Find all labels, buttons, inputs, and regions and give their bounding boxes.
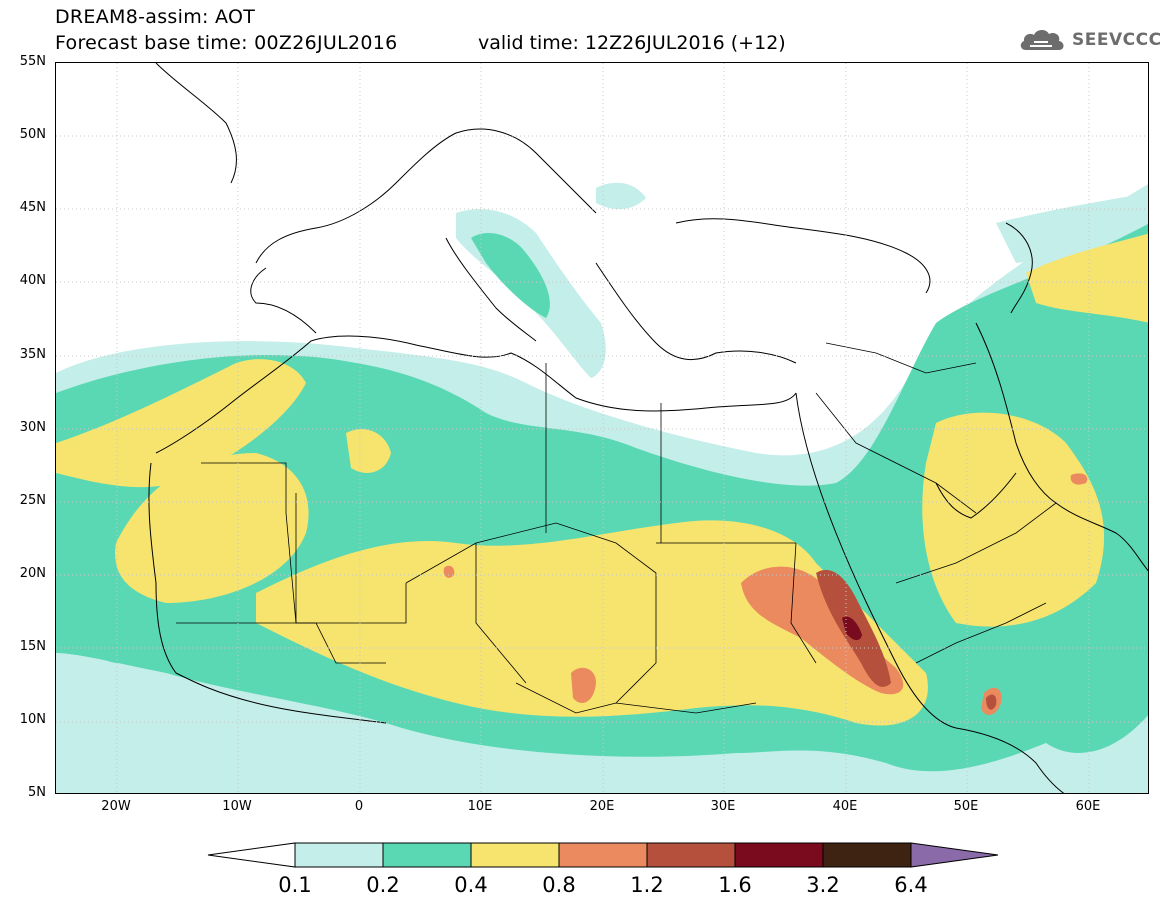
- lon-label-60e: 60E: [1075, 799, 1101, 814]
- lon-label-10w: 10W: [222, 799, 252, 814]
- map-canvas: [56, 63, 1148, 793]
- colorbar-label-0.2: 0.2: [366, 873, 400, 897]
- coastlines: [148, 63, 1148, 793]
- lat-label-25n: 25N: [19, 493, 46, 508]
- lat-label-50n: 50N: [19, 127, 46, 142]
- lon-label-30e: 30E: [710, 799, 736, 814]
- lat-label-55n: 55N: [19, 54, 46, 69]
- lon-label-20e: 20E: [589, 799, 615, 814]
- lat-label-40n: 40N: [19, 273, 46, 288]
- forecast-base-time: Forecast base time: 00Z26JUL2016: [55, 32, 398, 54]
- colorbar-label-6.4: 6.4: [894, 873, 928, 897]
- lat-label-35n: 35N: [19, 347, 46, 362]
- colorbar-swatch-0.4: [470, 842, 560, 868]
- lat-label-5n: 5N: [28, 785, 46, 800]
- colorbar-swatch-0.8: [558, 842, 648, 868]
- seevccc-logo: SEEVCCC: [1018, 26, 1162, 54]
- aot-map: [55, 62, 1149, 794]
- colorbar-label-0.4: 0.4: [454, 873, 488, 897]
- colorbar-label-0.1: 0.1: [278, 873, 312, 897]
- colorbar-label-1.2: 1.2: [630, 873, 664, 897]
- lat-label-10n: 10N: [19, 712, 46, 727]
- logo-text: SEEVCCC: [1072, 30, 1162, 50]
- colorbar-swatch-1.6: [734, 842, 824, 868]
- lon-label-0: 0: [354, 799, 364, 814]
- colorbar-swatch-3.2: [822, 842, 912, 868]
- colorbar-swatch-0.1: [294, 842, 384, 868]
- lon-label-20w: 20W: [101, 799, 131, 814]
- color-scale-bar: [207, 842, 999, 868]
- aot-contour-1.6: [842, 616, 862, 641]
- colorbar-swatch-0.2: [382, 842, 472, 868]
- lat-label-30n: 30N: [19, 420, 46, 435]
- colorbar-label-3.2: 3.2: [806, 873, 840, 897]
- lat-label-20n: 20N: [19, 566, 46, 581]
- cloud-icon: [1020, 29, 1064, 50]
- colorbar-label-1.6: 1.6: [718, 873, 752, 897]
- lon-label-50e: 50E: [953, 799, 979, 814]
- lon-label-40e: 40E: [832, 799, 858, 814]
- valid-time: valid time: 12Z26JUL2016 (+12): [478, 32, 786, 54]
- colorbar-label-0.8: 0.8: [542, 873, 576, 897]
- country-borders: [176, 342, 1057, 714]
- lat-label-45n: 45N: [19, 200, 46, 215]
- colorbar-under-triangle: [207, 842, 296, 868]
- map-title: DREAM8-assim: AOT: [55, 6, 256, 28]
- colorbar-over-triangle: [910, 842, 999, 868]
- lon-label-10e: 10E: [467, 799, 493, 814]
- lat-label-15n: 15N: [19, 639, 46, 654]
- colorbar-swatch-1.2: [646, 842, 736, 868]
